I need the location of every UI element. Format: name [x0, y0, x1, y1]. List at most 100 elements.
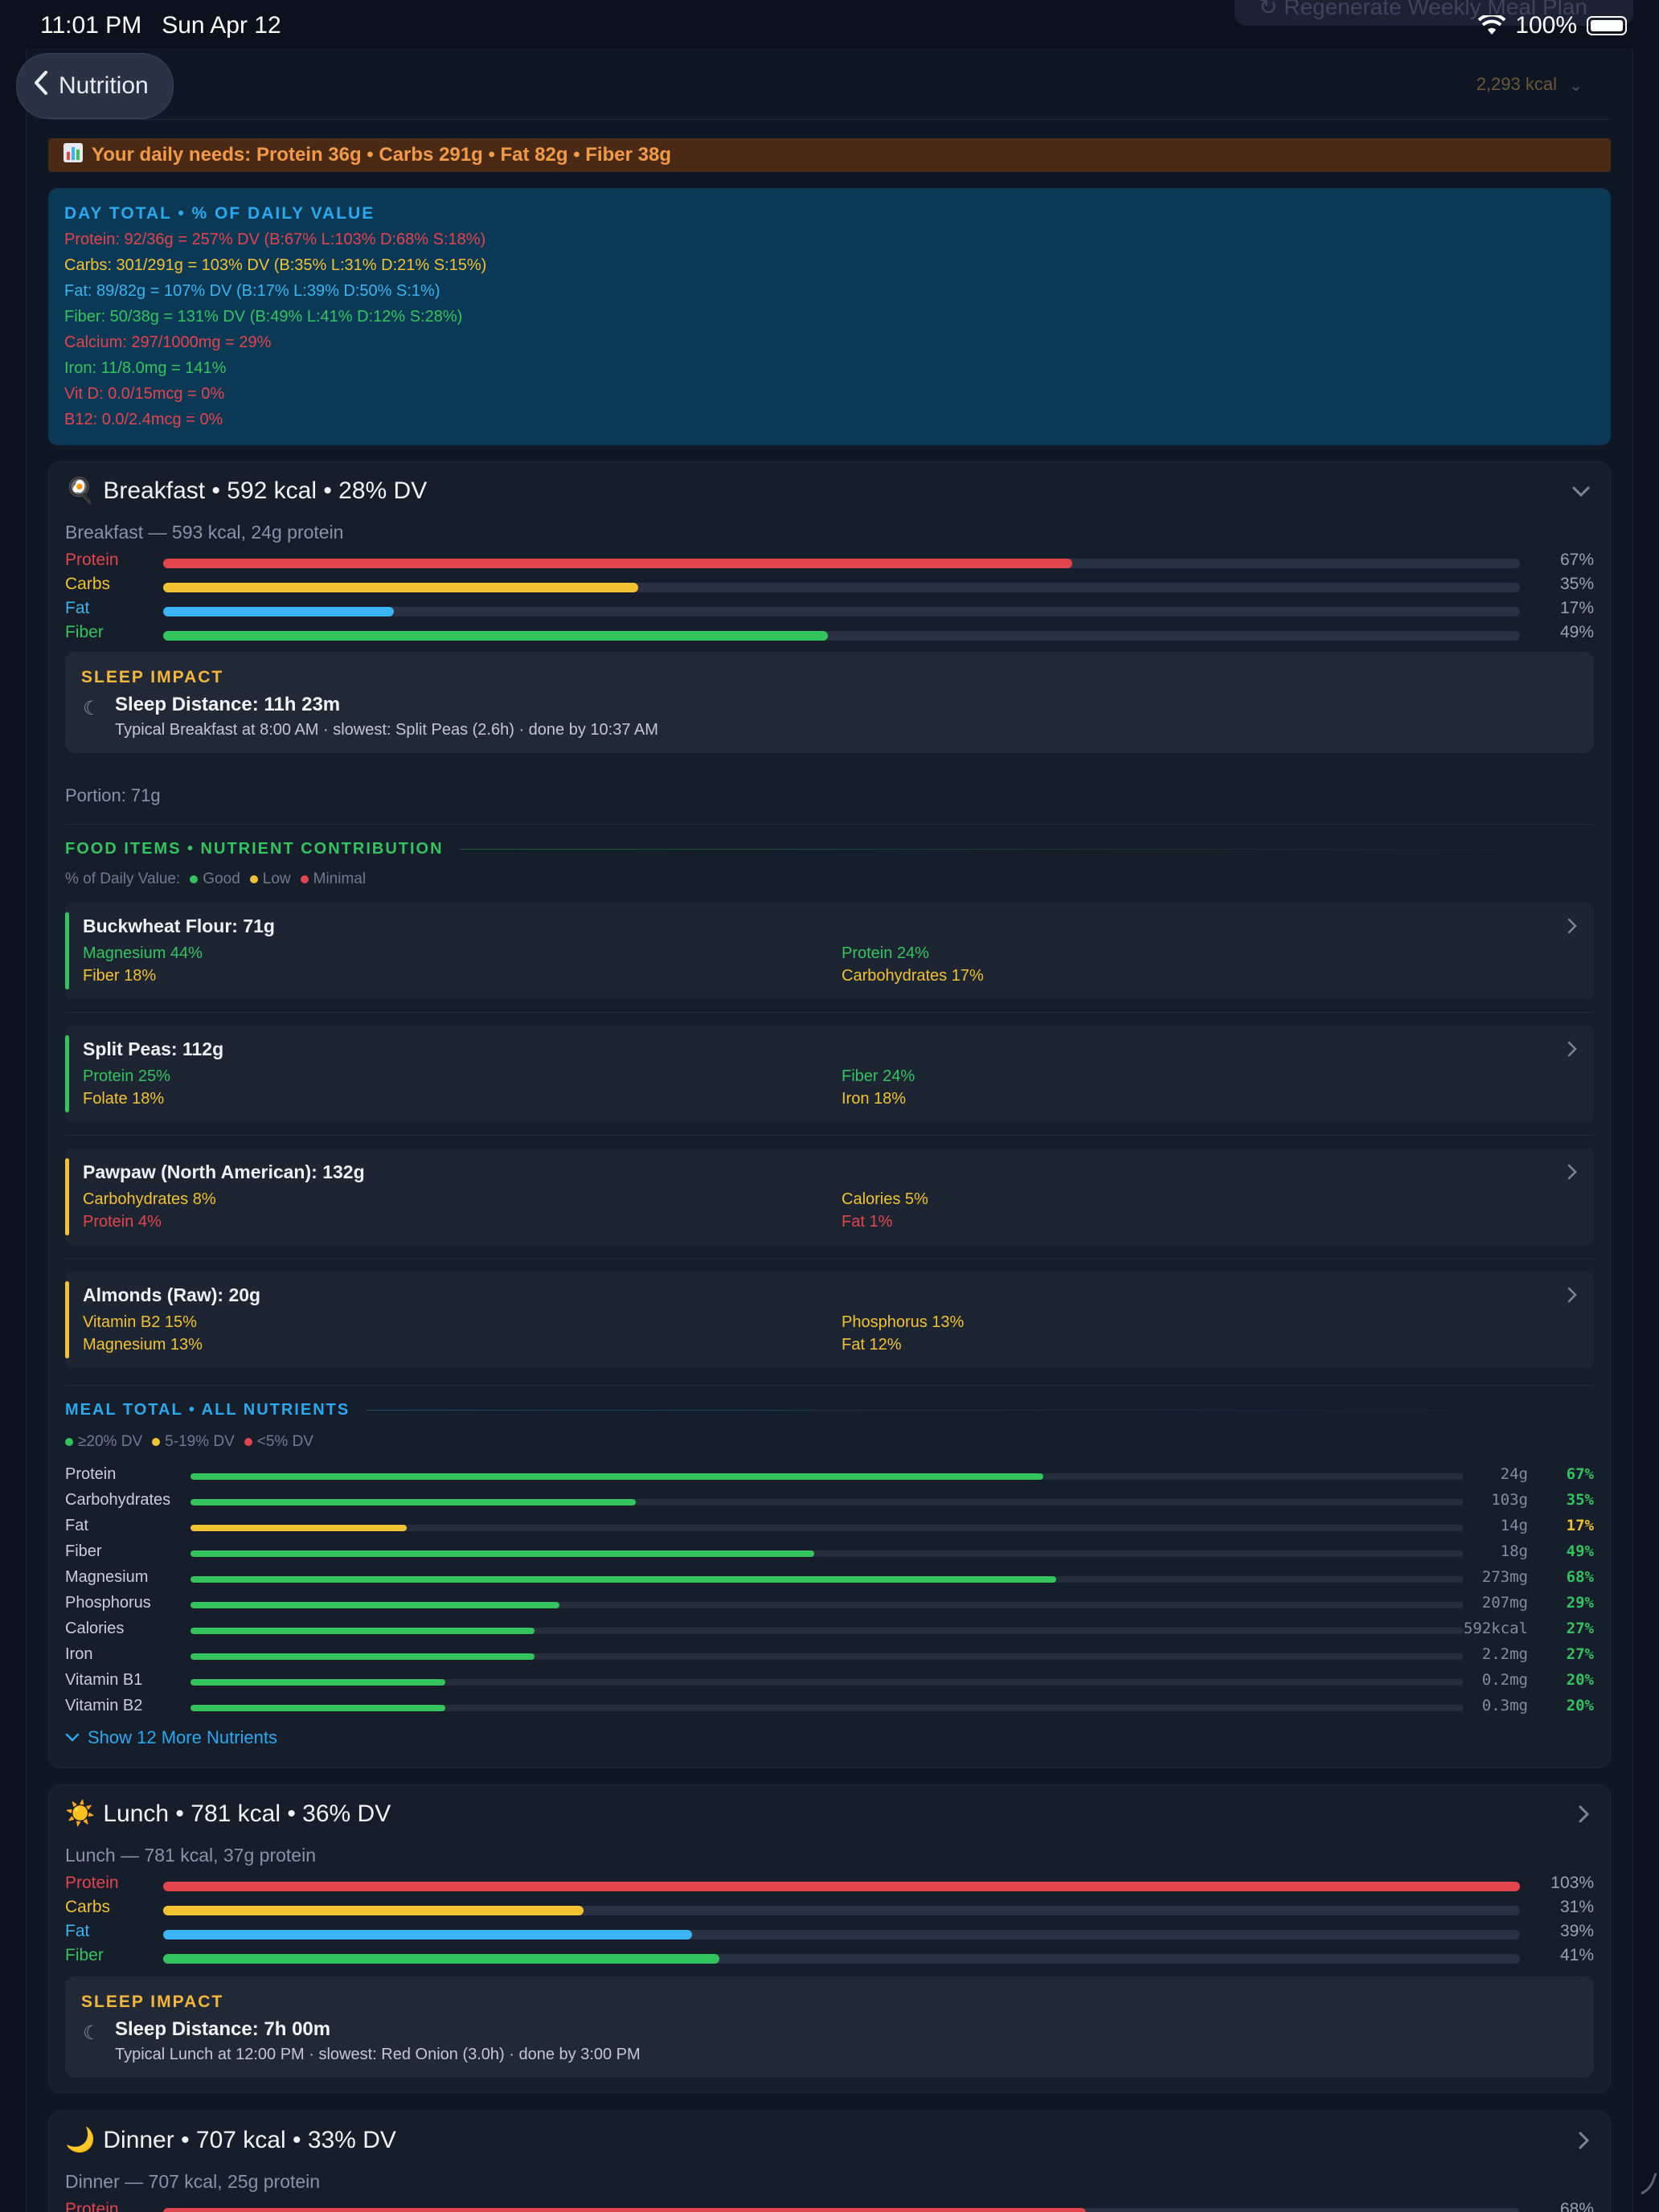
- macro-bar-track: [163, 1954, 1520, 1964]
- food-item[interactable]: Pawpaw (North American): 132g Carbohydrat…: [65, 1149, 1594, 1245]
- chevron-down-icon[interactable]: [1571, 481, 1591, 504]
- divider: [65, 824, 1594, 825]
- macro-row-protein: Protein 103%: [65, 1874, 1594, 1896]
- nutrient-row: Iron 2.2mg 27%: [65, 1644, 1594, 1666]
- lunch-card[interactable]: ☀️ Lunch • 781 kcal • 36% DV Lunch — 781…: [48, 1784, 1611, 2093]
- nutrient-bar-fill: [190, 1525, 408, 1531]
- macro-bar-track: [163, 1906, 1520, 1915]
- macro-bar-track: [163, 583, 1520, 592]
- nutrient-percent: 27%: [1566, 1620, 1594, 1637]
- status-time: 11:01 PM Sun Apr 12: [40, 12, 281, 39]
- chevron-down-icon: [65, 1733, 80, 1742]
- daily-needs-banner: Your daily needs: Protein 36g • Carbs 29…: [48, 138, 1611, 172]
- divider: [65, 1012, 1594, 1013]
- nutrient-percent: 20%: [1566, 1697, 1594, 1714]
- macro-bar-fill: [163, 583, 638, 592]
- breakfast-card[interactable]: 🍳 Breakfast • 592 kcal • 28% DV Breakfas…: [48, 461, 1611, 1768]
- chevron-right-icon[interactable]: [1578, 1804, 1591, 1829]
- macro-bar-fill: [163, 631, 829, 641]
- nutrient-row: Calories 592kcal 27%: [65, 1618, 1594, 1641]
- nutrient-row: Fat 14g 17%: [65, 1515, 1594, 1538]
- chevron-right-icon[interactable]: [1578, 2131, 1591, 2156]
- macro-row-protein: Protein 68%: [65, 2200, 1594, 2212]
- sleep-impact-panel: SLEEP IMPACT ☾ Sleep Distance: 7h 00m Ty…: [65, 1976, 1594, 2078]
- nutrient-label: Carbohydrates: [65, 1491, 171, 1509]
- day-total-lines: Protein: 92/36g = 257% DV (B:67% L:103% …: [64, 227, 1595, 432]
- macro-bar-track: [163, 631, 1520, 641]
- food-item[interactable]: Almonds (Raw): 20g Vitamin B2 15% Phosphor…: [65, 1272, 1594, 1368]
- nutrient-percent: 17%: [1566, 1517, 1594, 1534]
- dinner-card[interactable]: 🌙 Dinner • 707 kcal • 33% DV Dinner — 70…: [48, 2111, 1611, 2212]
- macro-label: Fat: [65, 599, 90, 617]
- meal-total-heading: MEAL TOTAL • ALL NUTRIENTS: [65, 1401, 1508, 1419]
- macro-bar-track: [163, 1930, 1520, 1940]
- macro-percent: 31%: [1559, 1898, 1594, 1916]
- macro-percent: 35%: [1559, 575, 1594, 593]
- macro-percent: 49%: [1559, 623, 1594, 641]
- meal-subtitle: Breakfast — 593 kcal, 24g protein: [65, 522, 344, 543]
- food-quality-bar: [65, 1158, 69, 1235]
- nutrient-bar-track: [190, 1473, 1464, 1480]
- nutrient-row: Magnesium 273mg 68%: [65, 1567, 1594, 1589]
- day-total-line: Carbs: 301/291g = 103% DV (B:35% L:31% D…: [64, 256, 487, 274]
- nutrient-bar-track: [190, 1628, 1464, 1634]
- day-total-line: Protein: 92/36g = 257% DV (B:67% L:103% …: [64, 231, 486, 248]
- nutrient-amount: 24g: [1500, 1465, 1528, 1483]
- macro-bar-track: [163, 2208, 1520, 2212]
- food-item[interactable]: Buckwheat Flour: 71g Magnesium 44% Protein…: [65, 903, 1594, 999]
- meal-total-legend: ≥20% DV 5-19% DV <5% DV: [65, 1433, 313, 1451]
- macro-label: Fiber: [65, 1946, 104, 1964]
- macro-row-protein: Protein 67%: [65, 551, 1594, 573]
- regenerate-meal-plan-button[interactable]: ↻ Regenerate Weekly Meal Plan: [1235, 0, 1633, 26]
- moon-emoji-icon: 🌙: [65, 2127, 96, 2153]
- chevron-down-icon[interactable]: ⌄: [1569, 77, 1583, 95]
- day-total-line: Calcium: 297/1000mg = 29%: [64, 334, 272, 351]
- status-indicators: 100%: [1478, 12, 1627, 39]
- nutrient-bar-fill: [190, 1499, 637, 1505]
- macro-bar-track: [163, 607, 1520, 616]
- food-nutrient: Folate 18%: [83, 1090, 165, 1108]
- chevron-right-icon[interactable]: [1567, 1286, 1578, 1309]
- status-bar: ↻ Regenerate Weekly Meal Plan 11:01 PM S…: [0, 0, 1659, 50]
- macro-label: Carbs: [65, 1898, 111, 1916]
- chevron-right-icon[interactable]: [1567, 1040, 1578, 1063]
- nutrient-bar-fill: [190, 1602, 560, 1608]
- day-total-line: B12: 0.0/2.4mcg = 0%: [64, 411, 223, 428]
- nutrient-bar-fill: [190, 1705, 445, 1711]
- moon-icon: ☾: [83, 698, 100, 719]
- nutrient-label: Calories: [65, 1620, 125, 1637]
- battery-percent: 100%: [1515, 12, 1577, 39]
- nutrient-bar-track: [190, 1525, 1464, 1531]
- nutrient-percent: 29%: [1566, 1594, 1594, 1612]
- food-nutrient: Fat 1%: [842, 1213, 893, 1231]
- nutrient-label: Fiber: [65, 1542, 102, 1560]
- bar-chart-icon: [63, 142, 84, 169]
- back-button[interactable]: Nutrition: [16, 53, 174, 119]
- food-nutrient: Magnesium 44%: [83, 944, 203, 962]
- chevron-left-icon: [33, 70, 49, 102]
- nutrient-row: Carbohydrates 103g 35%: [65, 1489, 1594, 1512]
- chevron-right-icon[interactable]: [1567, 917, 1578, 940]
- chevron-right-icon[interactable]: [1567, 1163, 1578, 1186]
- macro-percent: 68%: [1559, 2200, 1594, 2212]
- nutrient-percent: 49%: [1566, 1542, 1594, 1560]
- food-quality-bar: [65, 1281, 69, 1358]
- food-nutrient: Protein 4%: [83, 1213, 162, 1231]
- nutrient-label: Protein: [65, 1465, 117, 1483]
- food-name: Split Peas: 112g: [83, 1038, 224, 1059]
- macro-row-fiber: Fiber 49%: [65, 623, 1594, 645]
- macro-label: Fiber: [65, 623, 104, 641]
- macro-label: Protein: [65, 1874, 119, 1892]
- show-more-nutrients-button[interactable]: Show 12 More Nutrients: [65, 1727, 277, 1748]
- divider: [65, 1385, 1594, 1386]
- nutrient-bar-track: [190, 1653, 1464, 1660]
- nutrient-label: Fat: [65, 1517, 88, 1534]
- nutrient-bar-track: [190, 1499, 1464, 1505]
- nutrient-percent: 20%: [1566, 1671, 1594, 1689]
- macro-bar-fill: [163, 1882, 1520, 1891]
- nutrient-row: Protein 24g 67%: [65, 1464, 1594, 1486]
- nutrient-bar-track: [190, 1679, 1464, 1686]
- wifi-icon: [1478, 15, 1506, 35]
- dv-legend: % of Daily Value: Good Low Minimal: [65, 870, 367, 887]
- food-item[interactable]: Split Peas: 112g Protein 25% Fiber 24% Fola…: [65, 1026, 1594, 1122]
